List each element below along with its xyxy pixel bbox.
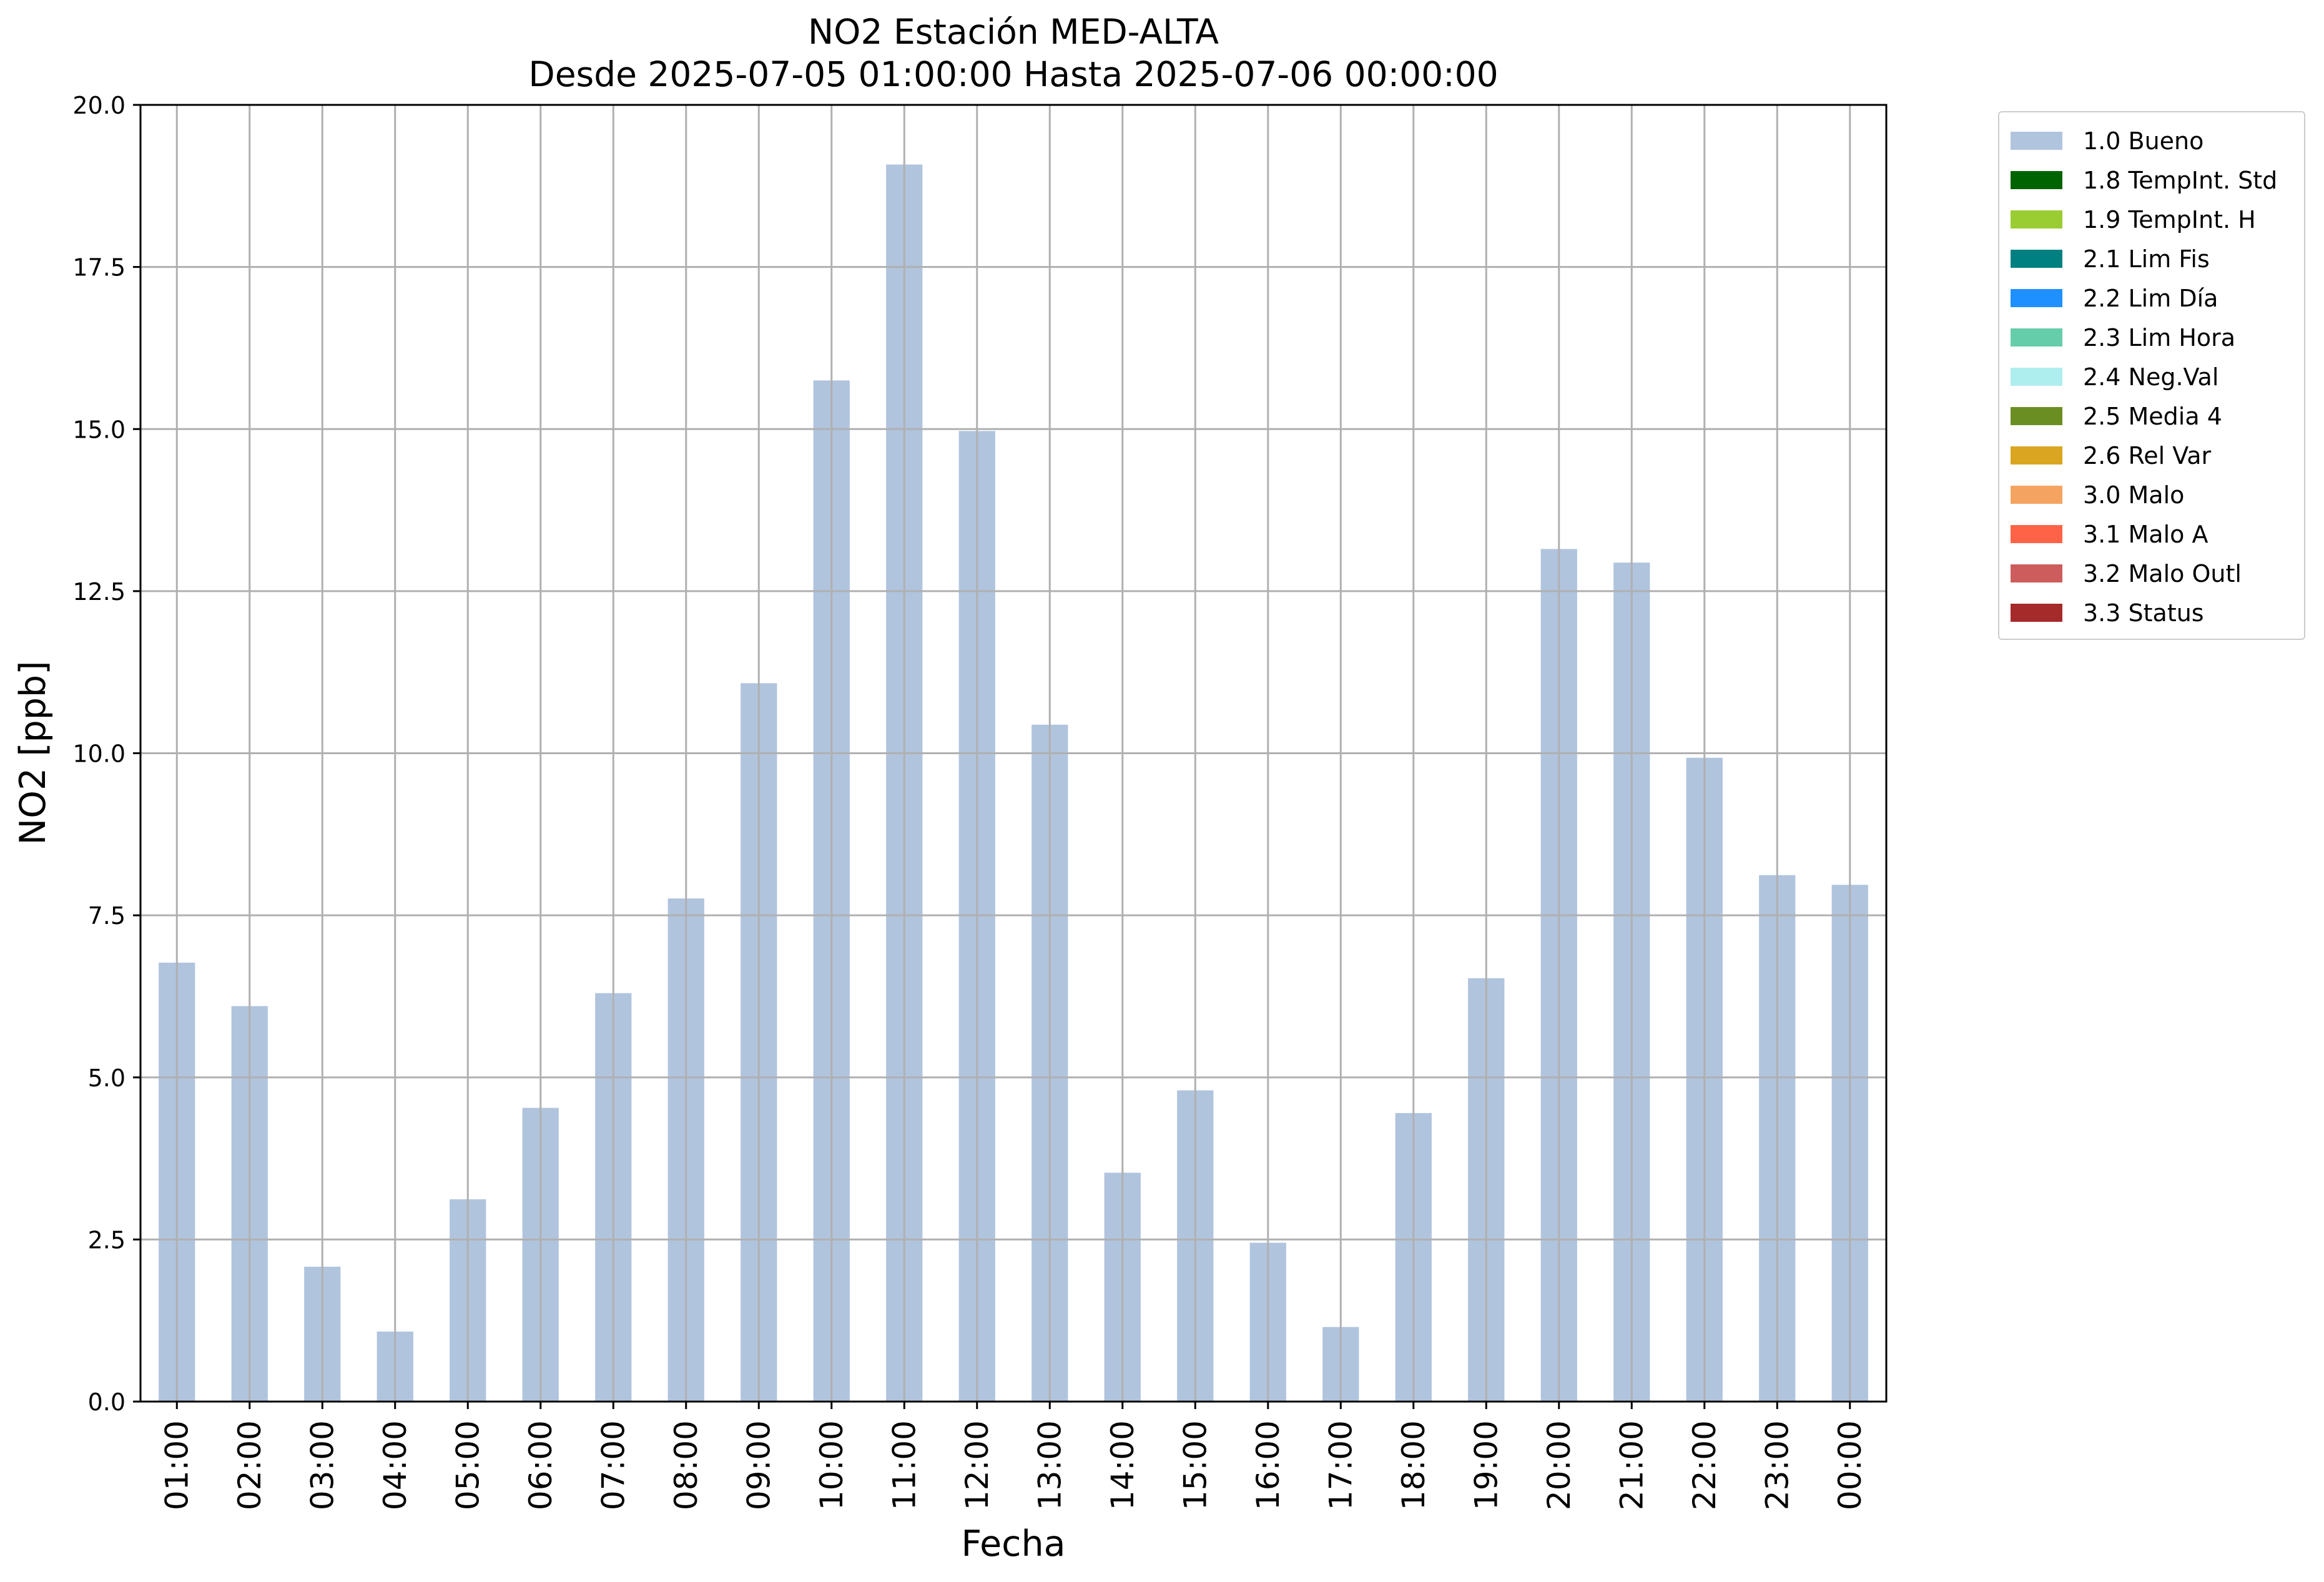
x-tick-label: 00:00 bbox=[1832, 1420, 1868, 1510]
legend-swatch bbox=[2011, 210, 2062, 228]
legend-item: 2.6 Rel Var bbox=[2011, 436, 2293, 475]
legend-swatch bbox=[2011, 289, 2062, 307]
legend-item: 3.0 Malo bbox=[2011, 475, 2293, 514]
legend-label: 2.4 Neg.Val bbox=[2083, 363, 2219, 391]
legend-item: 2.1 Lim Fis bbox=[2011, 239, 2293, 278]
x-tick-label: 12:00 bbox=[959, 1420, 995, 1510]
x-tick-label: 11:00 bbox=[886, 1420, 922, 1510]
legend-label: 2.5 Media 4 bbox=[2083, 402, 2222, 430]
y-tick-label: 5.0 bbox=[88, 1064, 126, 1092]
legend-swatch bbox=[2011, 525, 2062, 543]
plot-area: 0.0 2.5 5.0 7.5 10.0 12.5 15.0 17.5 20.0 01:00 02… bbox=[72, 92, 1888, 1510]
x-tick-label: 16:00 bbox=[1250, 1420, 1286, 1510]
legend-swatch bbox=[2011, 171, 2062, 189]
x-tick-label: 01:00 bbox=[159, 1420, 195, 1510]
legend-swatch bbox=[2011, 564, 2062, 582]
x-tick-label: 15:00 bbox=[1177, 1420, 1213, 1510]
legend-swatch bbox=[2011, 250, 2062, 268]
x-tick-label: 06:00 bbox=[523, 1420, 559, 1510]
x-tick-label: 07:00 bbox=[595, 1420, 631, 1510]
legend-label: 2.2 Lim Día bbox=[2083, 284, 2218, 312]
y-tick-label: 17.5 bbox=[72, 254, 126, 282]
x-tick-label: 22:00 bbox=[1686, 1420, 1723, 1510]
legend-label: 3.0 Malo bbox=[2083, 481, 2185, 509]
legend-swatch bbox=[2011, 368, 2062, 386]
legend-item: 3.3 Status bbox=[2011, 593, 2293, 632]
legend-label: 2.6 Rel Var bbox=[2083, 441, 2212, 469]
x-tick-label: 08:00 bbox=[668, 1420, 704, 1510]
legend-swatch bbox=[2011, 604, 2062, 622]
chart-title: NO2 Estación MED-ALTA bbox=[808, 12, 1219, 52]
legend-item: 1.8 TempInt. Std bbox=[2011, 160, 2293, 200]
legend-label: 2.3 Lim Hora bbox=[2083, 323, 2236, 351]
y-tick-label: 20.0 bbox=[72, 92, 126, 119]
legend-label: 3.2 Malo Outl bbox=[2083, 559, 2242, 587]
legend-item: 3.1 Malo A bbox=[2011, 514, 2293, 554]
x-tick-label: 09:00 bbox=[741, 1420, 777, 1510]
legend-swatch bbox=[2011, 132, 2062, 150]
legend-item: 1.0 Bueno bbox=[2011, 121, 2293, 160]
x-tick-label: 05:00 bbox=[450, 1420, 486, 1510]
legend-label: 1.9 TempInt. H bbox=[2083, 205, 2256, 233]
x-tick-label: 17:00 bbox=[1322, 1420, 1359, 1510]
legend-item: 1.9 TempInt. H bbox=[2011, 200, 2293, 239]
legend-label: 3.3 Status bbox=[2083, 599, 2204, 627]
x-tick-label: 10:00 bbox=[814, 1420, 850, 1510]
chart-subtitle: Desde 2025-07-05 01:00:00 Hasta 2025-07-… bbox=[528, 54, 1498, 94]
y-tick-label: 2.5 bbox=[88, 1226, 126, 1254]
legend-label: 1.8 TempInt. Std bbox=[2083, 166, 2278, 194]
x-tick-label: 13:00 bbox=[1032, 1420, 1068, 1510]
legend-item: 2.5 Media 4 bbox=[2011, 396, 2293, 436]
legend-item: 2.4 Neg.Val bbox=[2011, 357, 2293, 396]
x-axis-label: Fecha bbox=[961, 1523, 1065, 1565]
legend-swatch bbox=[2011, 486, 2062, 504]
x-tick-label: 04:00 bbox=[377, 1420, 413, 1510]
legend: 1.0 Bueno 1.8 TempInt. Std 1.9 TempInt. H 2… bbox=[1998, 111, 2305, 640]
y-tick-label: 7.5 bbox=[88, 902, 126, 930]
y-tick-label: 12.5 bbox=[72, 578, 126, 606]
legend-label: 3.1 Malo A bbox=[2083, 520, 2208, 548]
x-tick-label: 03:00 bbox=[304, 1420, 340, 1510]
x-tick-label: 18:00 bbox=[1396, 1420, 1432, 1510]
x-tick-label: 02:00 bbox=[232, 1420, 268, 1510]
y-tick-label: 10.0 bbox=[72, 740, 126, 768]
y-tick-label: 15.0 bbox=[72, 416, 126, 443]
legend-swatch bbox=[2011, 328, 2062, 346]
y-axis-label: NO2 [ppb] bbox=[12, 661, 54, 845]
legend-item: 3.2 Malo Outl bbox=[2011, 554, 2293, 593]
legend-item: 2.3 Lim Hora bbox=[2011, 318, 2293, 357]
legend-item: 2.2 Lim Día bbox=[2011, 278, 2293, 318]
legend-swatch bbox=[2011, 446, 2062, 464]
x-tick-label: 23:00 bbox=[1759, 1420, 1795, 1510]
legend-swatch bbox=[2011, 407, 2062, 425]
x-tick-label: 21:00 bbox=[1613, 1420, 1650, 1510]
legend-label: 1.0 Bueno bbox=[2083, 127, 2204, 155]
x-tick-label: 14:00 bbox=[1105, 1420, 1141, 1510]
y-tick-label: 0.0 bbox=[88, 1388, 126, 1416]
legend-label: 2.1 Lim Fis bbox=[2083, 245, 2210, 273]
x-tick-label: 20:00 bbox=[1541, 1420, 1577, 1510]
x-tick-label: 19:00 bbox=[1468, 1420, 1504, 1510]
